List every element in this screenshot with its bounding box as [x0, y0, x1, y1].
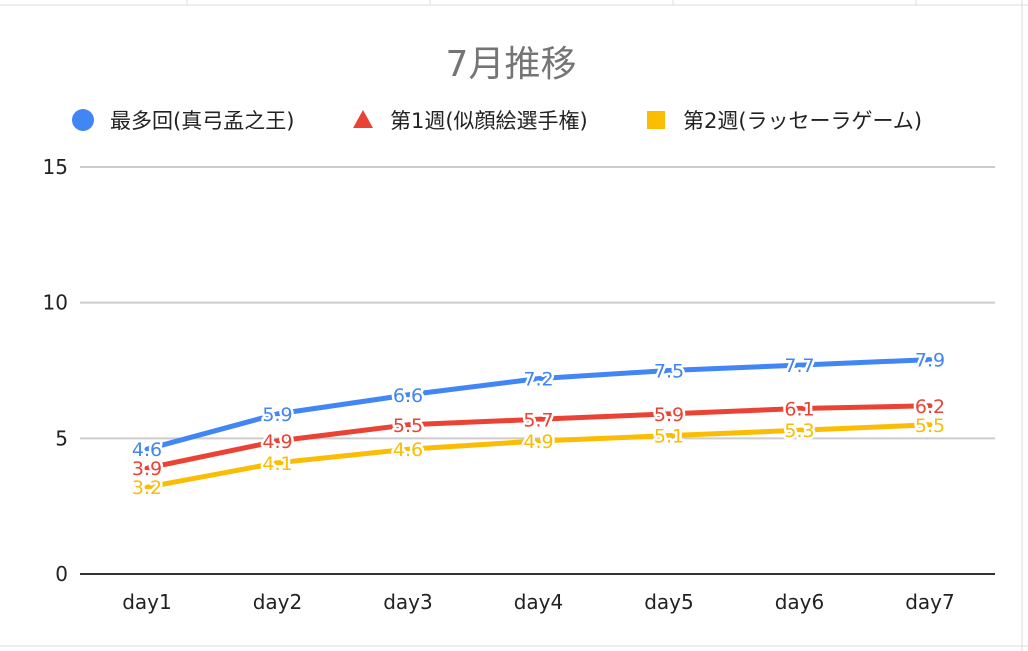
x-tick-label: day7	[905, 590, 955, 614]
x-axis-tick-labels: day1 day2 day3 day4 day5 day6 day7	[122, 590, 955, 614]
data-label: 4.6	[132, 439, 162, 461]
legend-marker-square	[647, 111, 665, 129]
legend-label: 第1週(似顔絵選手権)	[390, 109, 588, 133]
legend-marker-triangle	[353, 110, 373, 128]
data-label: 7.2	[523, 369, 553, 391]
chart-title: 7月推移	[446, 44, 577, 85]
data-label: 4.6	[393, 439, 423, 461]
y-tick-label: 0	[55, 562, 68, 586]
x-tick-label: day6	[775, 590, 825, 614]
series-line	[144, 403, 933, 471]
legend-marker-circle	[72, 109, 94, 131]
x-tick-label: day4	[514, 590, 564, 614]
data-label: 5.1	[654, 426, 684, 448]
data-label: 4.9	[523, 431, 553, 453]
data-label: 6.6	[393, 385, 423, 407]
gridlines	[80, 166, 995, 575]
data-label: 3.2	[132, 477, 162, 499]
data-label: 4.9	[262, 431, 292, 453]
series-line	[144, 422, 933, 490]
data-label: 5.5	[393, 415, 423, 437]
y-tick-label: 15	[43, 155, 68, 179]
x-tick-label: day2	[253, 590, 303, 614]
data-label: 5.9	[654, 404, 684, 426]
legend: 最多回(真弓孟之王) 第1週(似顔絵選手権) 第2週(ラッセーラゲーム)	[72, 109, 922, 133]
data-label: 5.3	[784, 420, 814, 442]
x-tick-label: day1	[122, 590, 172, 614]
data-label: 4.1	[262, 453, 292, 475]
y-tick-label: 10	[43, 291, 68, 315]
x-tick-label: day5	[644, 590, 694, 614]
series-line	[144, 357, 933, 452]
data-label: 7.7	[784, 355, 814, 377]
data-label: 5.7	[523, 409, 553, 431]
data-label: 7.5	[654, 361, 684, 383]
data-labels: 4.6 5.9 6.6 7.2 7.5 7.7 7.9 3.9 4.9 5.5 5.7 5.9 6.1 6…	[129, 347, 947, 502]
data-label: 6.1	[784, 398, 814, 420]
legend-label: 第2週(ラッセーラゲーム)	[683, 109, 922, 133]
series-lines	[144, 357, 933, 490]
data-label: 6.2	[915, 396, 945, 418]
x-tick-label: day3	[383, 590, 433, 614]
data-label: 7.9	[915, 350, 945, 372]
data-label: 3.9	[132, 458, 162, 480]
y-axis-tick-labels: 0 5 10 15	[43, 155, 68, 586]
data-label: 5.5	[915, 415, 945, 437]
data-label: 5.9	[262, 404, 292, 426]
y-tick-label: 5	[55, 426, 68, 450]
legend-label: 最多回(真弓孟之王)	[110, 109, 294, 133]
